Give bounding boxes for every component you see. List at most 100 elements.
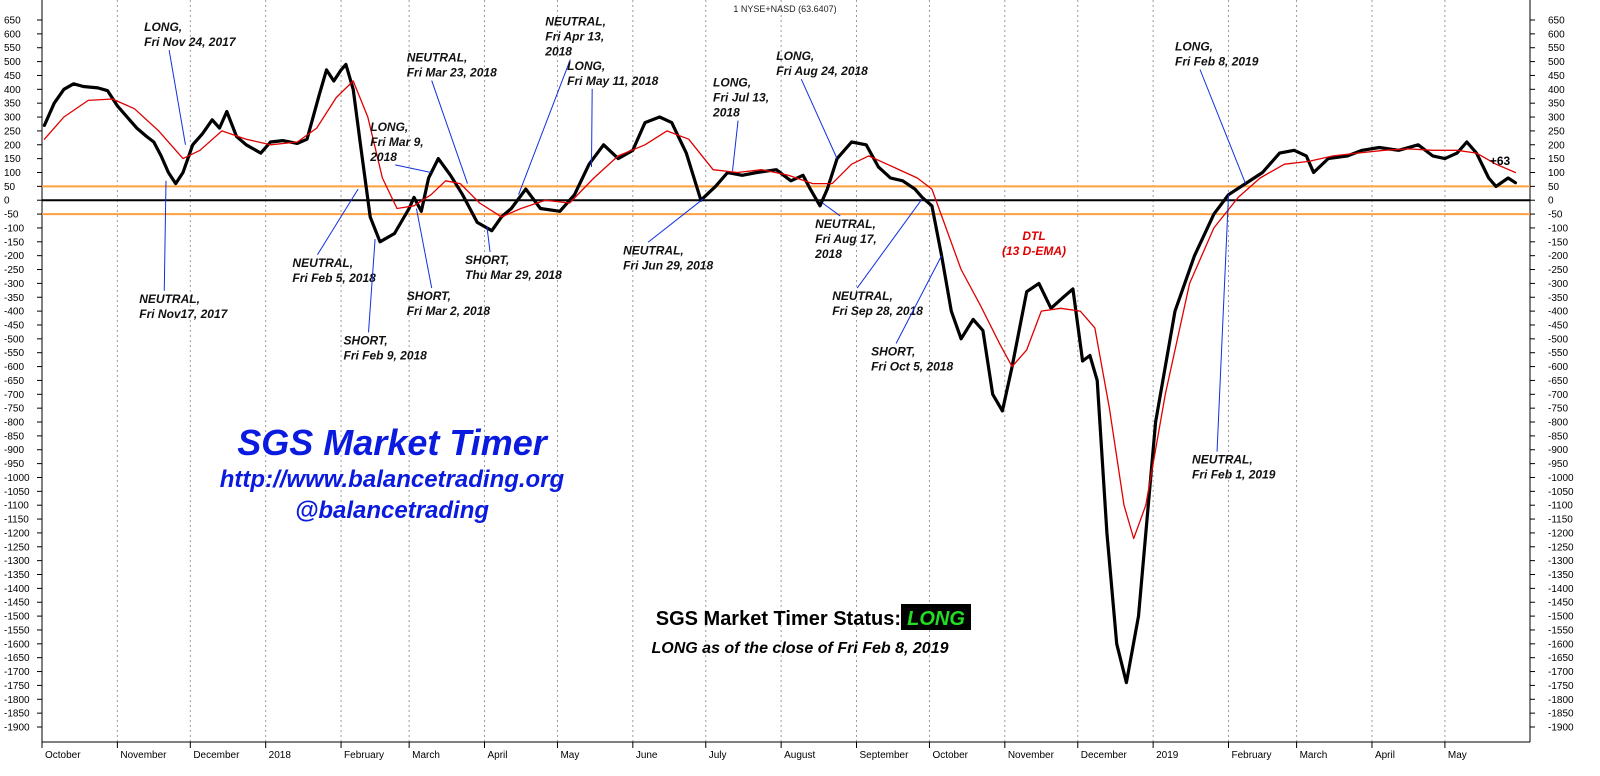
y-tick-label-left: 150 (4, 154, 21, 165)
y-tick-label-left: -100 (4, 223, 24, 234)
y-tick-label-left: -800 (4, 418, 24, 429)
y-tick-label-left: -850 (4, 431, 24, 442)
y-tick-label-left: -700 (4, 390, 24, 401)
y-tick-label-right: -100 (1548, 223, 1568, 234)
y-tick-label-right: -1100 (1548, 501, 1573, 512)
y-tick-label-right: -750 (1548, 404, 1568, 415)
annotation-leader-line (590, 88, 593, 167)
y-tick-label-left: -350 (4, 293, 24, 304)
annotation-leader-line (647, 198, 704, 243)
y-tick-label-right: -300 (1548, 279, 1568, 290)
y-tick-label-left: 400 (4, 85, 21, 96)
annotation-label: LONG, (370, 120, 408, 134)
y-tick-label-left: 450 (4, 71, 21, 82)
y-tick-label-right: -1850 (1548, 709, 1574, 720)
annotation-leader-line (1199, 69, 1246, 184)
y-tick-label-left: 500 (4, 57, 21, 68)
annotation-label: Fri Jul 13, (713, 91, 769, 105)
y-tick-label-right: -400 (1548, 307, 1568, 318)
annotation-label: SHORT, (343, 333, 387, 347)
annotation-label: SHORT, (407, 289, 451, 303)
x-tick-label: 2018 (269, 750, 292, 761)
annotation-leader-line (395, 164, 432, 173)
annotation-label: Fri Nov 24, 2017 (144, 35, 237, 49)
y-tick-label-left: -950 (4, 459, 24, 470)
annotation-label: Fri Aug 17, (815, 232, 877, 246)
ema-series-line (43, 80, 1517, 540)
y-tick-label-right: 600 (1548, 29, 1565, 40)
y-tick-label-left: -500 (4, 334, 24, 345)
x-tick-label: May (1448, 750, 1467, 761)
y-tick-label-right: -1300 (1548, 556, 1574, 567)
y-tick-label-left: -1500 (4, 612, 30, 623)
y-tick-label-left: -750 (4, 404, 24, 415)
x-tick-label: September (860, 750, 910, 761)
annotation-label: LONG, (567, 59, 605, 73)
ema-label-line1: DTL (1022, 229, 1045, 243)
annotation-label: LONG, (1175, 39, 1213, 53)
y-tick-label-left: -1750 (4, 681, 30, 692)
y-tick-label-left: -1000 (4, 473, 30, 484)
annotation-label: Thu Mar 29, 2018 (465, 268, 562, 282)
y-tick-label-left: -1700 (4, 667, 30, 678)
y-tick-label-left: 200 (4, 140, 21, 151)
annotation-leader-line (822, 202, 841, 217)
left-y-axis: 650600550500450400350300250200150100500-… (4, 0, 43, 742)
ema-label-line2: (13 D-EMA) (1002, 244, 1066, 258)
x-tick-label: May (560, 750, 579, 761)
y-tick-label-left: -1400 (4, 584, 30, 595)
status-label: SGS Market Timer Status: (656, 608, 901, 630)
y-tick-label-right: -650 (1548, 376, 1568, 387)
y-tick-label-right: -50 (1548, 210, 1563, 221)
y-tick-label-left: -1900 (4, 723, 30, 734)
annotation-label: Fri Mar 2, 2018 (407, 304, 491, 318)
annotation-label: NEUTRAL, (139, 292, 200, 306)
y-tick-label-right: 100 (1548, 168, 1565, 179)
y-tick-label-left: 350 (4, 99, 21, 110)
y-tick-label-right: -1400 (1548, 584, 1574, 595)
y-tick-label-left: -1650 (4, 653, 30, 664)
y-tick-label-right: 650 (1548, 16, 1565, 27)
status-box: SGS Market Timer Status: LONG LONG as of… (652, 604, 971, 657)
annotation-leader-line (800, 78, 838, 159)
y-tick-label-right: -1000 (1548, 473, 1574, 484)
y-tick-label-right: 550 (1548, 43, 1565, 54)
y-tick-label-left: -600 (4, 362, 24, 373)
y-tick-label-left: 100 (4, 168, 21, 179)
y-tick-label-left: 250 (4, 126, 21, 137)
y-tick-label-right: 150 (1548, 154, 1565, 165)
x-tick-label: April (1375, 750, 1395, 761)
watermark: SGS Market Timer http://www.balancetradi… (220, 422, 565, 524)
y-tick-label-left: -900 (4, 445, 24, 456)
ema-label: DTL (13 D-EMA) (1002, 229, 1066, 258)
annotation-leader-line (163, 180, 167, 291)
status-value: LONG (907, 608, 965, 630)
annotation-leader-line (1216, 194, 1230, 452)
y-tick-label-left: 300 (4, 113, 21, 124)
x-tick-label: June (636, 750, 658, 761)
annotation-label: NEUTRAL, (407, 51, 468, 65)
y-tick-label-right: -1800 (1548, 695, 1574, 706)
annotation-label: LONG, (776, 49, 814, 63)
y-tick-label-right: -1500 (1548, 612, 1574, 623)
y-tick-label-left: -400 (4, 307, 24, 318)
y-tick-label-right: -600 (1548, 362, 1568, 373)
watermark-url: http://www.balancetrading.org (220, 466, 565, 493)
y-tick-label-right: 400 (1548, 85, 1565, 96)
y-tick-label-left: 0 (4, 196, 10, 207)
watermark-title: SGS Market Timer (237, 422, 548, 463)
y-tick-label-left: 50 (4, 182, 16, 193)
y-tick-label-left: -1550 (4, 625, 30, 636)
y-tick-label-left: 650 (4, 16, 21, 27)
x-tick-label: December (193, 750, 240, 761)
y-tick-label-right: -150 (1548, 237, 1568, 248)
annotation-label: NEUTRAL, (1192, 453, 1253, 467)
y-tick-label-right: 0 (1548, 196, 1554, 207)
annotation-label: LONG, (144, 20, 182, 34)
y-tick-label-left: -1350 (4, 570, 30, 581)
y-tick-label-right: -850 (1548, 431, 1568, 442)
y-tick-label-left: -150 (4, 237, 24, 248)
y-tick-label-right: -250 (1548, 265, 1568, 276)
y-tick-label-right: -1700 (1548, 667, 1574, 678)
annotation-label: Fri Feb 8, 2019 (1175, 54, 1259, 68)
